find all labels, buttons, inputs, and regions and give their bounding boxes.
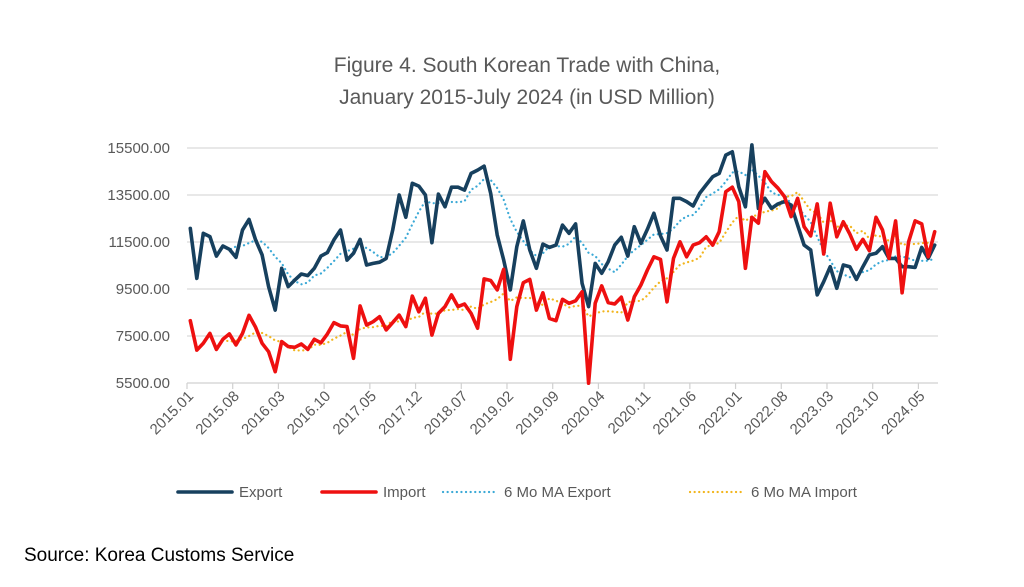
x-tick-label: 2019.02 [467, 388, 517, 438]
legend-label: Import [383, 484, 426, 501]
legend: Export Import 6 Mo MA Export 6 Mo MA Import [176, 484, 858, 501]
x-tick-label: 2023.03 [787, 388, 837, 438]
x-tick-label: 2019.09 [512, 388, 562, 438]
y-tick-label: 9500.00 [116, 281, 170, 298]
x-tick-label: 2018.07 [421, 388, 471, 438]
x-tick-label: 2016.10 [284, 388, 334, 438]
x-tick-label: 2015.01 [147, 388, 197, 438]
x-tick-label: 2017.05 [330, 388, 380, 438]
x-tick-label: 2024.05 [878, 388, 928, 438]
x-tick-label: 2020.04 [558, 388, 608, 438]
y-axis: 5500.00 7500.00 9500.00 11500.00 13500.00 155… [107, 140, 170, 392]
x-axis: 2015.012015.082016.032016.102017.052017.… [147, 382, 938, 438]
chart-title-line-1: Figure 4. South Korean Trade with China, [334, 54, 720, 77]
y-tick-label: 5500.00 [116, 375, 170, 392]
y-tick-label: 7500.00 [116, 328, 170, 345]
x-tick-label: 2022.01 [695, 388, 745, 438]
series-lines [188, 143, 937, 385]
series-line-export [188, 143, 937, 312]
x-tick-label: 2015.08 [192, 388, 242, 438]
y-tick-label: 13500.00 [107, 187, 170, 204]
legend-label: 6 Mo MA Import [751, 484, 858, 501]
legend-label: 6 Mo MA Export [504, 484, 612, 501]
series-line-6-mo-ma-import [221, 191, 936, 352]
y-tick-label: 15500.00 [107, 140, 170, 157]
gridlines [187, 147, 938, 337]
source-note: Source: Korea Customs Service [24, 545, 295, 566]
x-tick-label: 2017.12 [375, 388, 425, 438]
legend-label: Export [239, 484, 283, 501]
x-tick-label: 2023.10 [832, 388, 882, 438]
x-tick-label: 2016.03 [238, 388, 288, 438]
series-line-import [188, 169, 937, 385]
x-tick-label: 2022.08 [741, 388, 791, 438]
x-tick-label: 2020.11 [605, 388, 655, 438]
chart-title-line-2: January 2015-July 2024 (in USD Million) [339, 86, 715, 109]
y-tick-label: 11500.00 [109, 234, 170, 251]
x-tick-label: 2021.06 [650, 388, 700, 438]
